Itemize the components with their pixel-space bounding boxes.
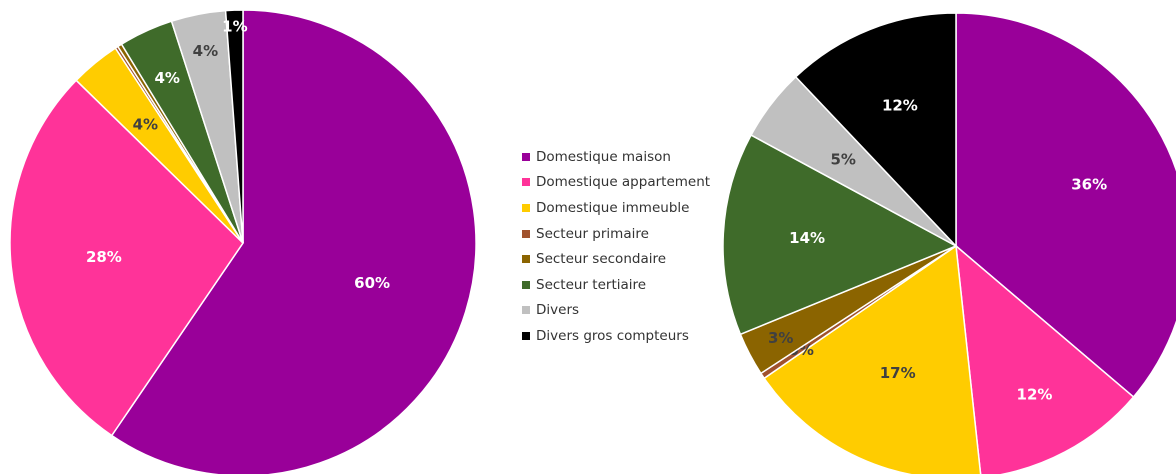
pie-left-label-divers-gros-compteurs: 1% [222,18,247,36]
legend-item-divers: Divers [522,298,710,324]
pie-left-slice-domestique-maison [110,9,477,474]
legend-item-domestique-immeuble: Domestique immeuble [522,195,710,221]
legend-swatch [522,255,530,264]
pie-right-slice-divers-gros-compteurs [794,12,957,248]
legend-swatch [522,178,530,187]
pie-chart-right: 36%12%17%0%3%14%5%12% [722,12,1176,474]
pie-left-label-secteur-tertiaire: 4% [154,69,179,87]
legend-label: Domestique immeuble [536,199,690,216]
legend-item-domestique-appartement: Domestique appartement [522,170,710,196]
pie-right-label-secteur-secondaire: 3% [768,329,793,347]
pie-right-label-domestique-appartement: 12% [1017,385,1053,403]
legend-label: Secteur tertiaire [536,276,647,293]
legend-swatch [522,203,530,212]
pie-left-label-divers: 4% [193,42,218,60]
legend-swatch [522,280,530,289]
pie-right-label-domestique-maison: 36% [1071,175,1107,193]
legend-item-divers-gros-compteurs: Divers gros compteurs [522,323,710,349]
pie-left-label-domestique-immeuble: 4% [133,115,158,133]
pie-left-label-domestique-appartement: 28% [86,248,122,266]
legend-label: Secteur primaire [536,225,649,242]
legend-item-secteur-secondaire: Secteur secondaire [522,246,710,272]
pie-chart-left: 60%28%4%4%4%1% [9,9,477,474]
legend-label: Domestique maison [536,148,671,165]
legend-item-domestique-maison: Domestique maison [522,144,710,170]
legend-item-secteur-tertiaire: Secteur tertiaire [522,272,710,298]
pie-right-slice-domestique-appartement [955,244,1135,474]
legend: Domestique maison Domestique appartement… [522,144,710,349]
pie-right-slice-domestique-immeuble [763,244,982,474]
legend-label: Domestique appartement [536,174,711,191]
legend-swatch [522,229,530,238]
pie-right-label-divers-gros-compteurs: 12% [882,96,918,114]
pie-right-slice-domestique-maison [955,12,1176,399]
legend-label: Divers [536,302,580,319]
legend-swatch [522,331,530,340]
legend-swatch [522,306,530,315]
pie-left-slice-divers-gros-compteurs [224,9,244,244]
pie-right-slice-secteur-tertiaire [722,134,958,336]
pie-right-label-divers: 5% [830,151,855,169]
legend-label: Divers gros compteurs [536,327,689,344]
pie-left-slice-domestique-appartement [9,79,244,437]
legend-label: Secteur secondaire [536,251,667,268]
legend-item-secteur-primaire: Secteur primaire [522,221,710,247]
pie-left-label-domestique-maison: 60% [354,274,390,292]
pie-right-label-domestique-immeuble: 17% [880,364,916,382]
pie-right-label-secteur-tertiaire: 14% [789,229,825,247]
legend-swatch [522,152,530,161]
